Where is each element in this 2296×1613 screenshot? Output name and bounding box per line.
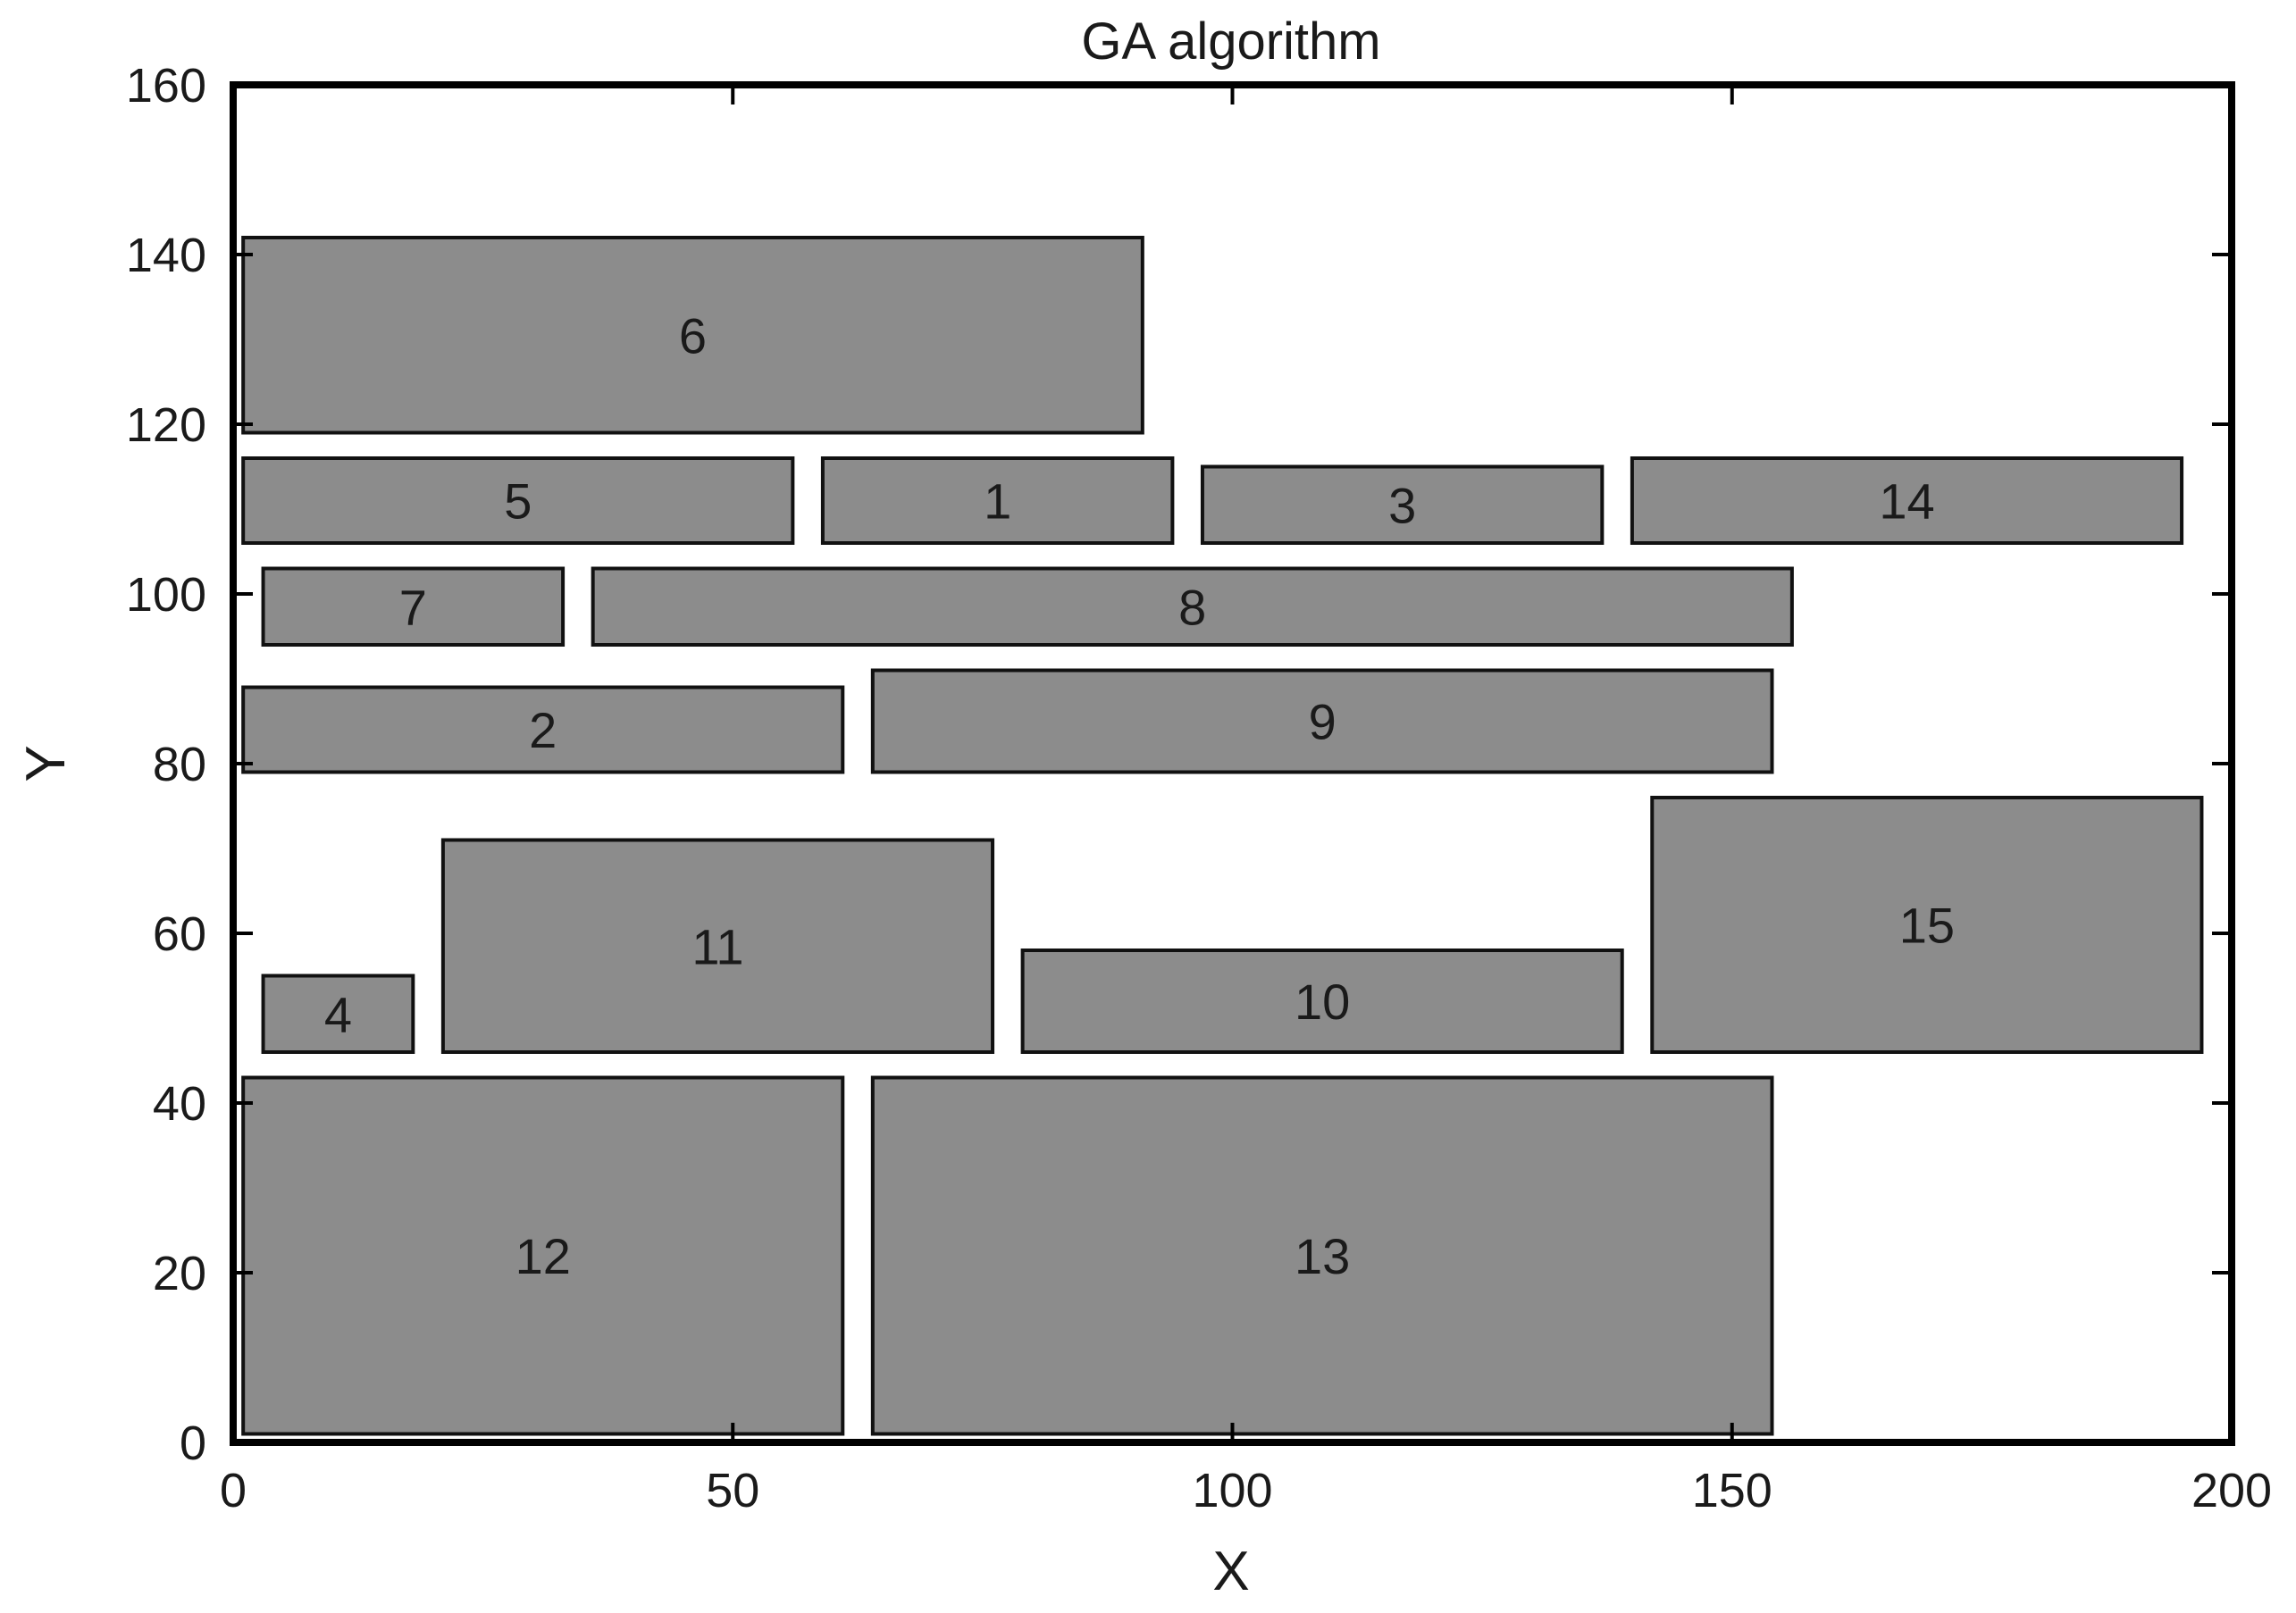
rect-label-9: 9: [1309, 694, 1337, 750]
rect-label-14: 14: [1879, 473, 1934, 530]
y-tick-label-80: 80: [153, 738, 206, 791]
rect-1: [820, 456, 1175, 545]
y-tick-label-120: 120: [126, 398, 206, 452]
rect-item-11: 11: [440, 838, 995, 1054]
y-tick-label-20: 20: [153, 1247, 206, 1300]
x-tick-label-50: 50: [706, 1464, 759, 1517]
y-axis-label: Y: [15, 745, 77, 781]
rect-label-3: 3: [1388, 477, 1416, 533]
rect-item-14: 14: [1630, 456, 2184, 545]
rect-item-10: 10: [1020, 949, 1624, 1054]
rect-item-13: 13: [870, 1075, 1774, 1436]
rect-8: [591, 566, 1794, 647]
rect-label-7: 7: [399, 579, 427, 635]
rect-item-9: 9: [870, 668, 1774, 774]
ticks-layer: 0 50 100 150 200 0 20 40 60 80 100 120 140 160: [126, 59, 2272, 1517]
rect-7: [261, 566, 566, 647]
rect-15: [1650, 796, 2204, 1054]
rect-item-8: 8: [591, 566, 1794, 647]
rect-label-11: 11: [691, 918, 743, 974]
y-tick-label-0: 0: [180, 1417, 206, 1470]
rect-6: [241, 236, 1144, 435]
rect-label-12: 12: [515, 1228, 571, 1284]
rect-13: [870, 1075, 1774, 1436]
y-tick-label-140: 140: [126, 229, 206, 282]
x-axis-label: X: [1212, 1541, 1249, 1602]
rect-item-2: 2: [241, 685, 845, 774]
rect-label-6: 6: [679, 307, 707, 364]
rect-label-4: 4: [324, 986, 352, 1042]
x-tick-label-200: 200: [2191, 1464, 2272, 1517]
rect-item-3: 3: [1200, 464, 1605, 545]
rect-2: [241, 685, 845, 774]
rect-5: [241, 456, 795, 545]
rect-12: [241, 1075, 845, 1436]
rect-label-15: 15: [1899, 898, 1955, 954]
x-tick-label-0: 0: [220, 1464, 247, 1517]
chart-title: GA algorithm: [1081, 13, 1380, 71]
rect-item-7: 7: [261, 566, 566, 647]
rect-label-1: 1: [984, 473, 1011, 530]
rect-label-10: 10: [1295, 974, 1350, 1030]
y-tick-label-160: 160: [126, 59, 206, 113]
rect-label-5: 5: [504, 473, 532, 530]
rect-item-12: 12: [241, 1075, 845, 1436]
x-tick-label-150: 150: [1692, 1464, 1772, 1517]
x-tick-label-100: 100: [1192, 1464, 1272, 1517]
rect-10: [1020, 949, 1624, 1054]
rect-label-13: 13: [1295, 1228, 1350, 1284]
y-tick-label-40: 40: [153, 1077, 206, 1131]
rect-item-15: 15: [1650, 796, 2204, 1054]
rect-3: [1200, 464, 1605, 545]
rect-item-1: 1: [820, 456, 1175, 545]
y-tick-label-100: 100: [126, 568, 206, 622]
rect-11: [440, 838, 995, 1054]
rect-label-2: 2: [529, 702, 557, 758]
plot-frame: [230, 81, 2235, 1446]
rect-item-5: 5: [241, 456, 795, 545]
rect-9: [870, 668, 1774, 774]
rect-4: [261, 974, 415, 1054]
rect-item-6: 6: [241, 236, 1144, 435]
rect-item-4: 4: [261, 974, 415, 1054]
rect-14: [1630, 456, 2184, 545]
rect-label-8: 8: [1178, 579, 1206, 635]
y-tick-label-60: 60: [153, 907, 206, 961]
